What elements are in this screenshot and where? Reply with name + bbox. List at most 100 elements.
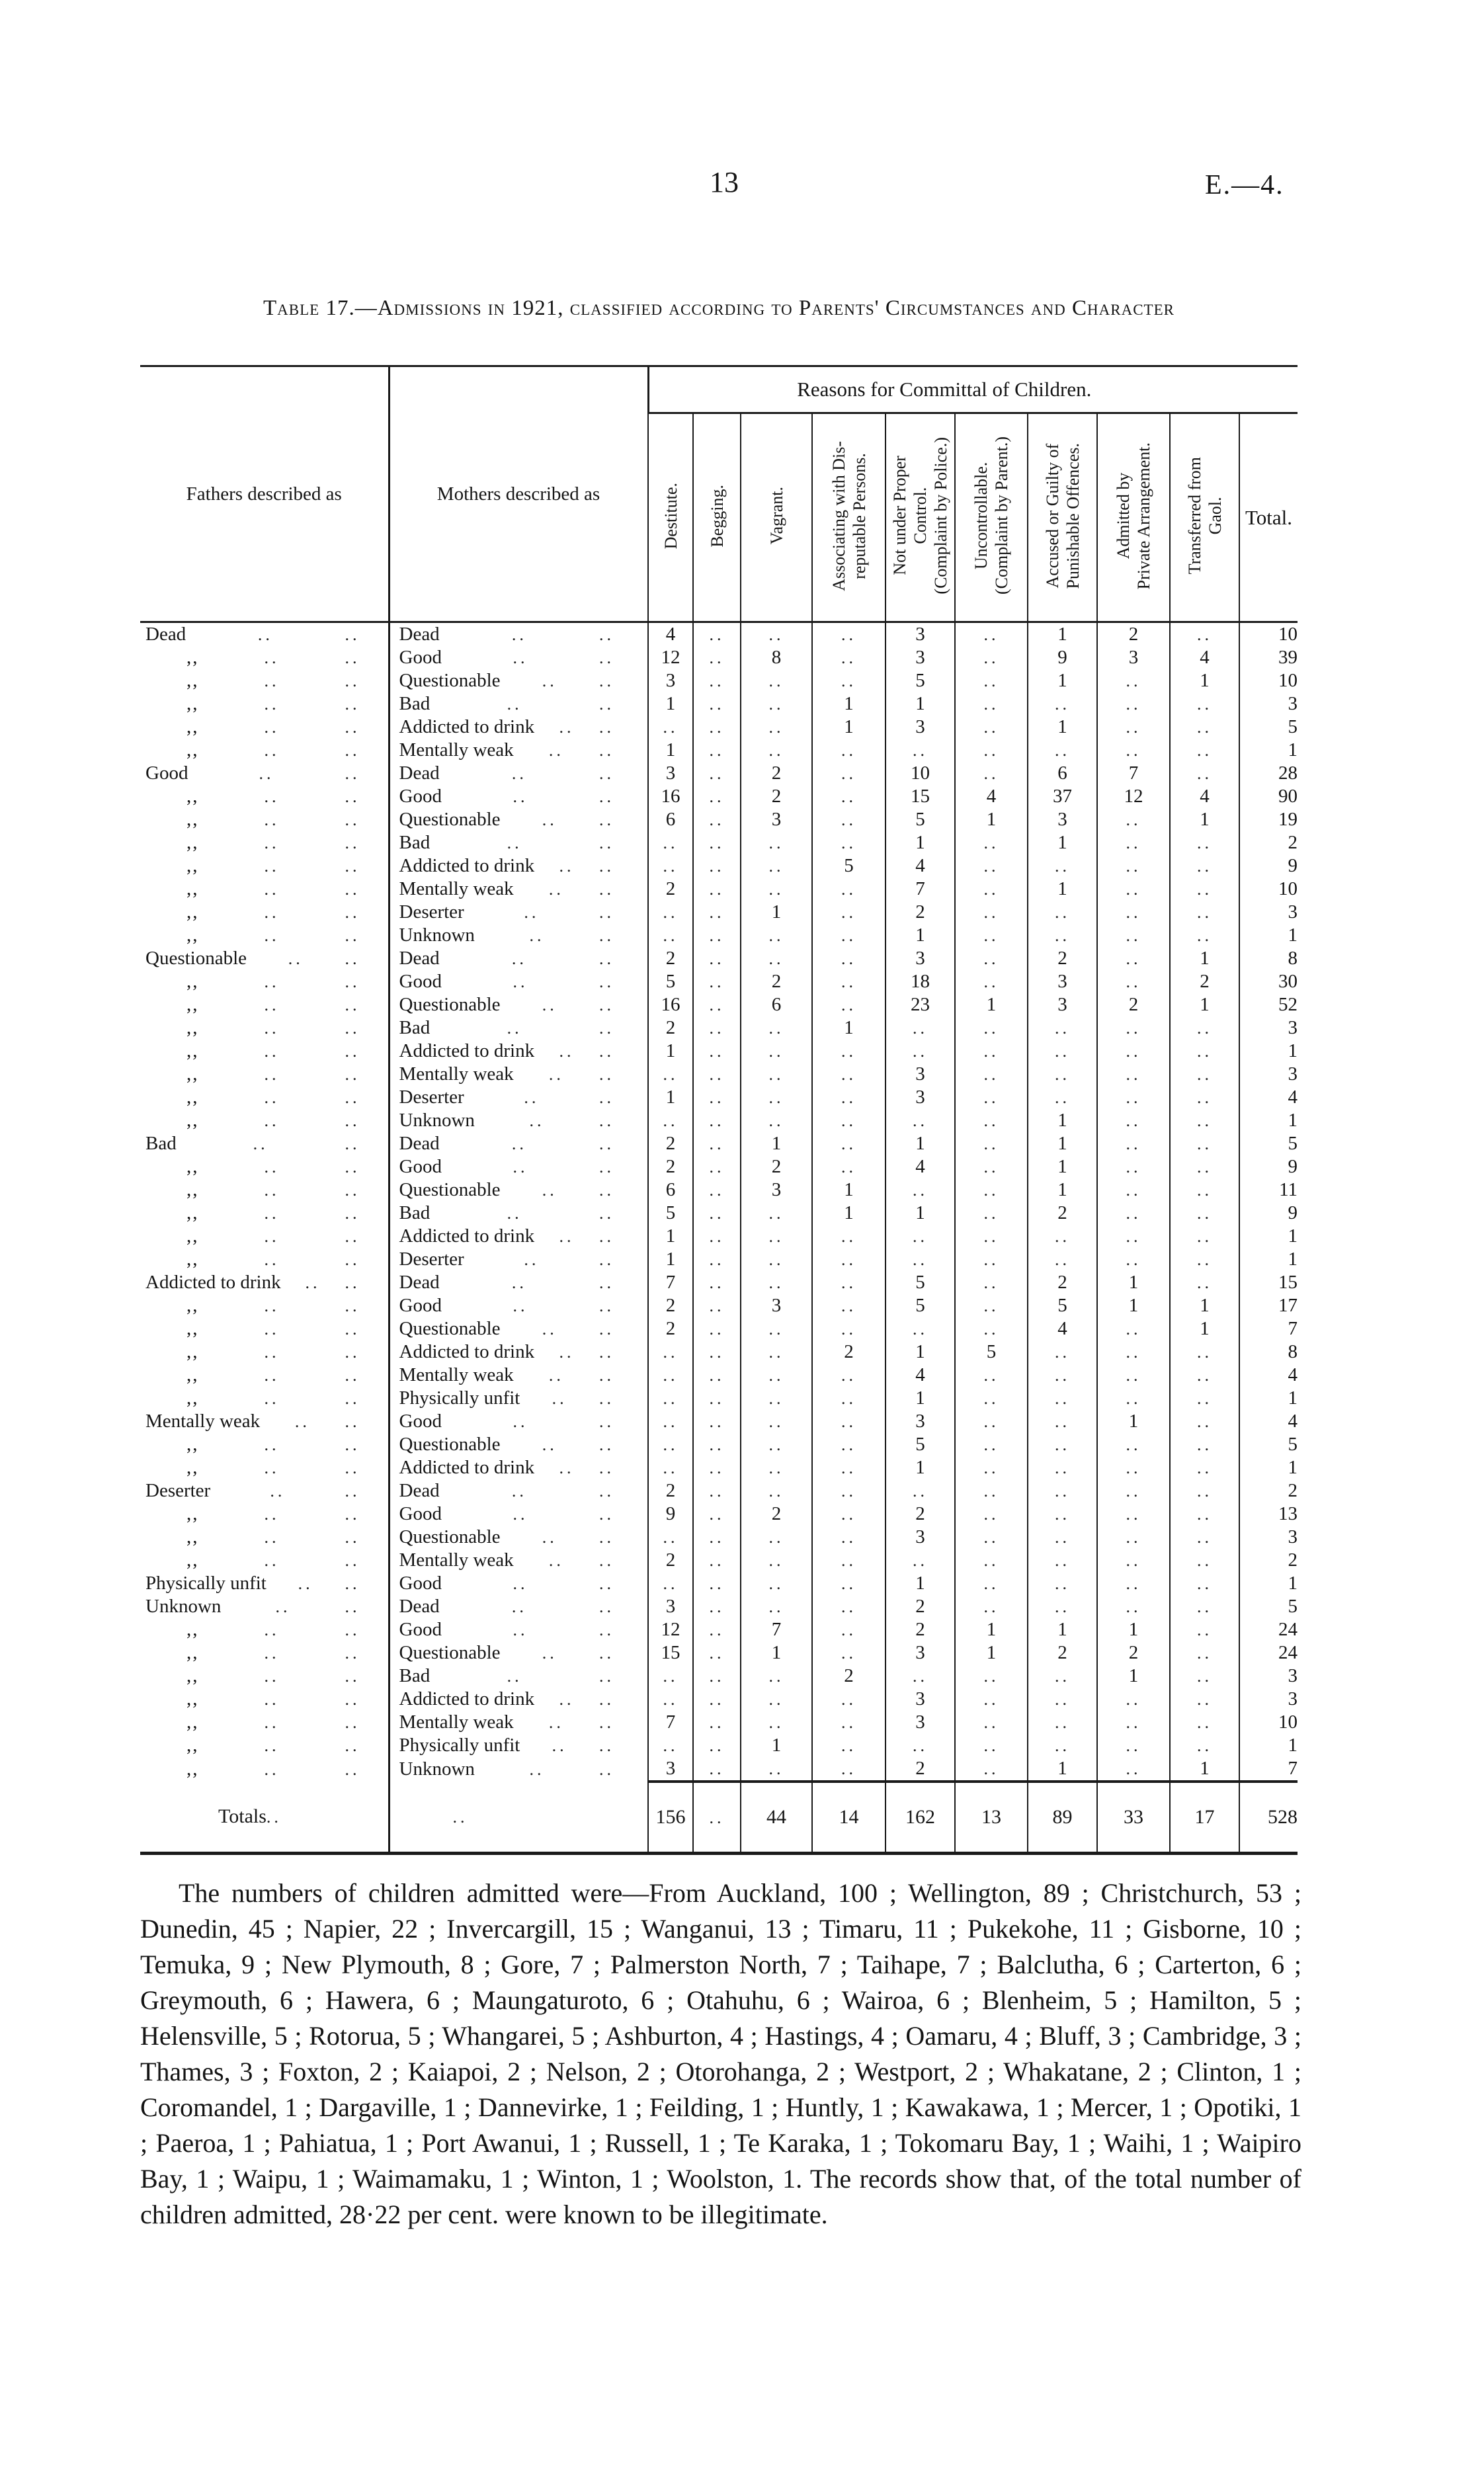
empty-marker: .. [1197,1157,1212,1176]
empty-marker: .. [709,1157,725,1176]
empty-marker: .. [1055,1458,1070,1477]
leader-dots: .. [598,1111,614,1130]
total-cell: 11 [1239,1178,1298,1202]
empty-marker: .. [1197,1528,1212,1547]
value-cell: .. [1096,1016,1170,1040]
value-cell: .. [740,1688,812,1711]
value-cell: .. [954,1063,1028,1086]
value-cell: 3 [885,1063,955,1086]
empty-marker: .. [709,1273,725,1292]
leader-dots: .. [598,1551,614,1570]
empty-marker: .. [663,1342,679,1362]
reason-column-label: Begging. [707,484,727,548]
value-cell: .. [1169,1734,1240,1757]
value-cell: 3 [647,1595,693,1618]
value-cell: .. [811,1618,886,1641]
leader-dots: .. [264,1643,280,1663]
empty-marker: .. [709,1018,725,1038]
leader-dots: .. [345,1157,360,1176]
leader-dots: .. [513,648,528,667]
table-row: ,,.... Unknown................ 1.... 1 [140,1109,1298,1132]
empty-marker: .. [983,1204,999,1223]
value-cell: .. [692,1016,741,1040]
empty-marker: .. [709,1808,725,1827]
value-cell: 1 [1096,1618,1170,1641]
value-cell: .. [1027,1086,1097,1109]
empty-marker: .. [983,1296,999,1315]
total-cell: 1 [1239,739,1298,762]
value-cell: .. [1027,1040,1097,1063]
value-cell: .. [1169,1109,1240,1132]
value-cell: 4 [954,785,1028,808]
value-cell: .. [740,1086,812,1109]
value-cell: .. [811,646,886,669]
value-cell: 1 [1096,1294,1170,1317]
empty-marker: .. [841,1412,856,1431]
value-cell: 5 [811,854,886,878]
parent-label: Good [399,1411,442,1432]
value-cell: .. [954,1317,1028,1340]
table-row: ,,.... Addicted to drink............ 1....… [140,1456,1298,1479]
value-cell: .. [954,646,1028,669]
value-cell: 2 [885,1618,955,1641]
leader-dots: .. [552,1736,567,1755]
ditto-mark: ,, [186,670,199,691]
total-cell: 90 [1239,785,1298,808]
father-cell: ,,.... [140,739,389,762]
value-cell: .. [885,1549,955,1572]
value-cell: .. [811,878,886,901]
value-cell: .. [1096,854,1170,878]
rotated-header-row: Destitute. Begging. Vagrant. Associating wi… [140,413,1298,623]
value-cell: 1 [885,1202,955,1225]
empty-marker: .. [1126,1713,1141,1732]
value-cell: 2 [740,1502,812,1526]
reason-column-header: Associating with Dis- reputable Persons. [811,413,886,623]
value-cell: 6 [647,808,693,831]
leader-dots: .. [345,1574,360,1593]
leader-dots: .. [264,810,280,829]
leader-dots: .. [511,1597,527,1616]
empty-marker: .. [768,1273,784,1292]
value-cell: 5 [1027,1294,1097,1317]
ditto-mark: ,, [186,786,199,807]
leader-dots: .. [264,787,280,806]
table-row: ,,.... Questionable............ 3........ 3 [140,1526,1298,1549]
leader-dots: .. [598,1389,614,1408]
value-cell: .. [811,1225,886,1248]
value-cell: 44 [740,1780,812,1854]
value-cell: .. [1096,1688,1170,1711]
value-cell: 1 [740,1641,812,1665]
leader-dots: .. [598,1412,614,1431]
total-cell: 1 [1239,1225,1298,1248]
value-cell: .. [1169,831,1240,854]
value-cell: .. [740,1364,812,1387]
empty-marker: .. [709,1227,725,1246]
leader-dots: .. [345,1760,360,1779]
father-cell: ,,.... [140,1549,389,1572]
value-cell: .. [811,1132,886,1155]
leader-dots: .. [513,1412,528,1431]
leader-dots: .. [599,1273,614,1292]
ditto-mark: ,, [186,1179,199,1200]
value-cell: .. [740,1572,812,1595]
value-cell: .. [811,1040,886,1063]
value-cell: .. [954,1757,1028,1782]
value-cell: 37 [1027,785,1097,808]
value-cell: .. [740,1202,812,1225]
table-row: ,,.... Good.... 12.. 8.. 3.. 9 3 4 39 [140,646,1298,669]
father-cell: ,,.... [140,1109,389,1132]
total-cell: 10 [1239,1711,1298,1734]
value-cell: 6 [647,1178,693,1202]
value-cell: 3 [885,1086,955,1109]
reason-column-header: Destitute. [647,413,693,623]
empty-marker: .. [709,1088,725,1107]
value-cell: 2 [885,1502,955,1526]
total-cell: 9 [1239,854,1298,878]
table-row: ,,.... Bad.... 5.... 1 1.. 2.... 9 [140,1202,1298,1225]
reason-column-header: Transferred from Gaol. [1169,413,1240,623]
value-cell: .. [811,669,886,692]
empty-marker: .. [768,1551,784,1570]
empty-marker: .. [983,718,999,737]
value-cell: .. [692,854,741,878]
leader-dots: .. [559,1342,575,1362]
